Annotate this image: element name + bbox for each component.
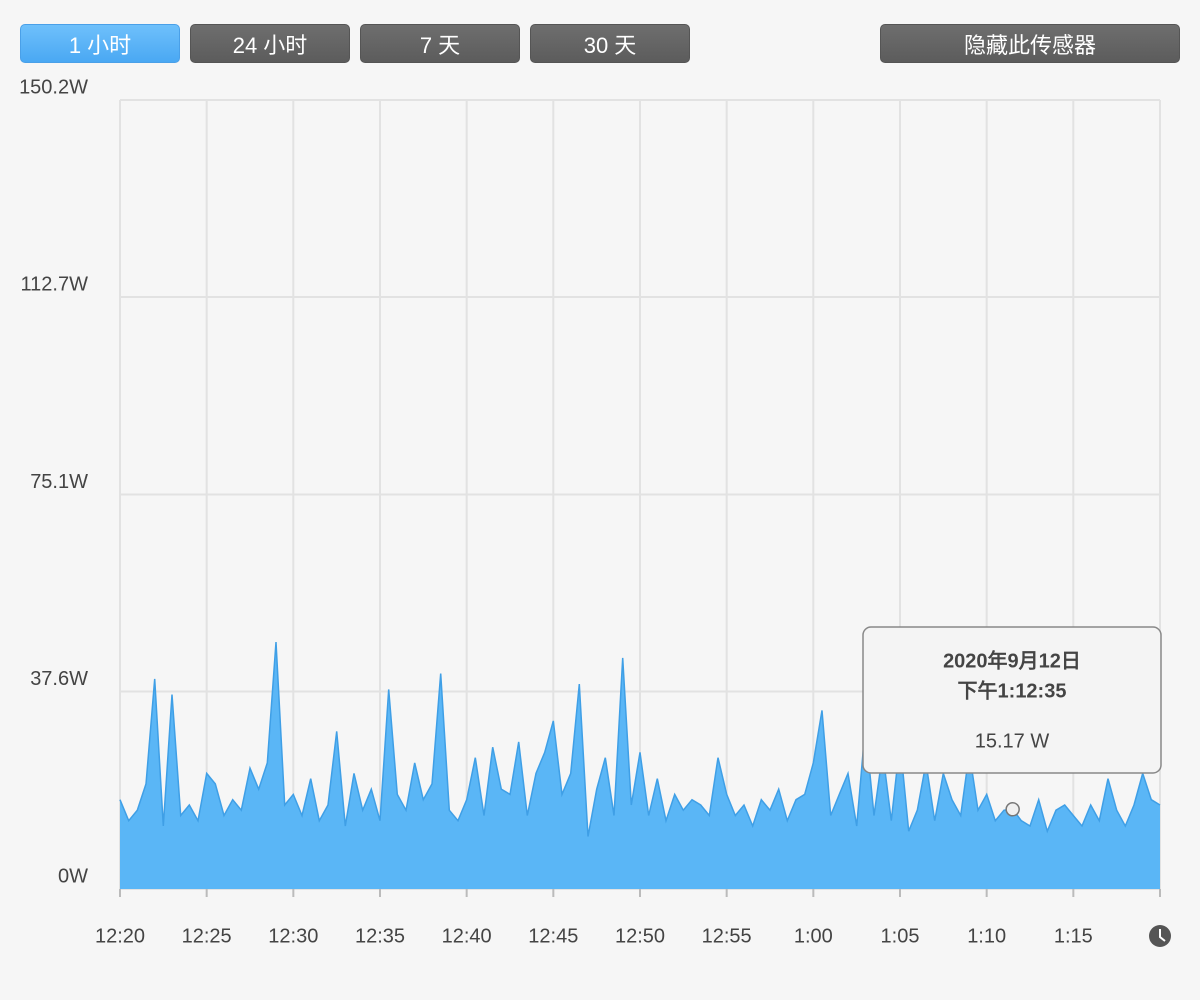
- clock-icon: [1149, 925, 1171, 947]
- area: [120, 642, 1160, 889]
- y-tick-label: 112.7W: [21, 273, 89, 295]
- range-button[interactable]: 7 天: [360, 24, 520, 63]
- tooltip-time: 下午1:12:35: [958, 678, 1067, 702]
- tooltip-value: 15.17 W: [975, 730, 1050, 752]
- hide-sensor-button[interactable]: 隐藏此传感器: [880, 24, 1180, 63]
- x-tick-label: 1:00: [794, 925, 833, 947]
- hover-marker: [1005, 802, 1020, 817]
- x-tick-label: 1:05: [881, 925, 920, 947]
- x-tick-label: 12:40: [442, 925, 492, 947]
- x-tick-label: 12:35: [355, 925, 405, 947]
- x-tick-label: 12:30: [268, 925, 318, 947]
- y-tick-label: 75.1W: [30, 471, 88, 493]
- y-tick-label: 0W: [58, 865, 88, 887]
- range-button[interactable]: 30 天: [530, 24, 690, 63]
- y-tick-label: 37.6W: [30, 668, 88, 690]
- x-tick-label: 12:20: [95, 925, 145, 947]
- range-button[interactable]: 24 小时: [190, 24, 350, 63]
- range-button[interactable]: 1 小时: [20, 24, 180, 63]
- tooltip-box: [862, 626, 1162, 774]
- x-tick-label: 12:25: [182, 925, 232, 947]
- tooltip-date: 2020年9月12日: [943, 648, 1081, 672]
- x-tick-label: 12:50: [615, 925, 665, 947]
- line: [119, 642, 1161, 837]
- x-tick-label: 12:45: [528, 925, 578, 947]
- x-tick-label: 1:10: [967, 925, 1006, 947]
- x-tick-label: 12:55: [702, 925, 752, 947]
- x-tick-label: 1:15: [1054, 925, 1093, 947]
- y-tick-label: 150.2W: [19, 76, 88, 98]
